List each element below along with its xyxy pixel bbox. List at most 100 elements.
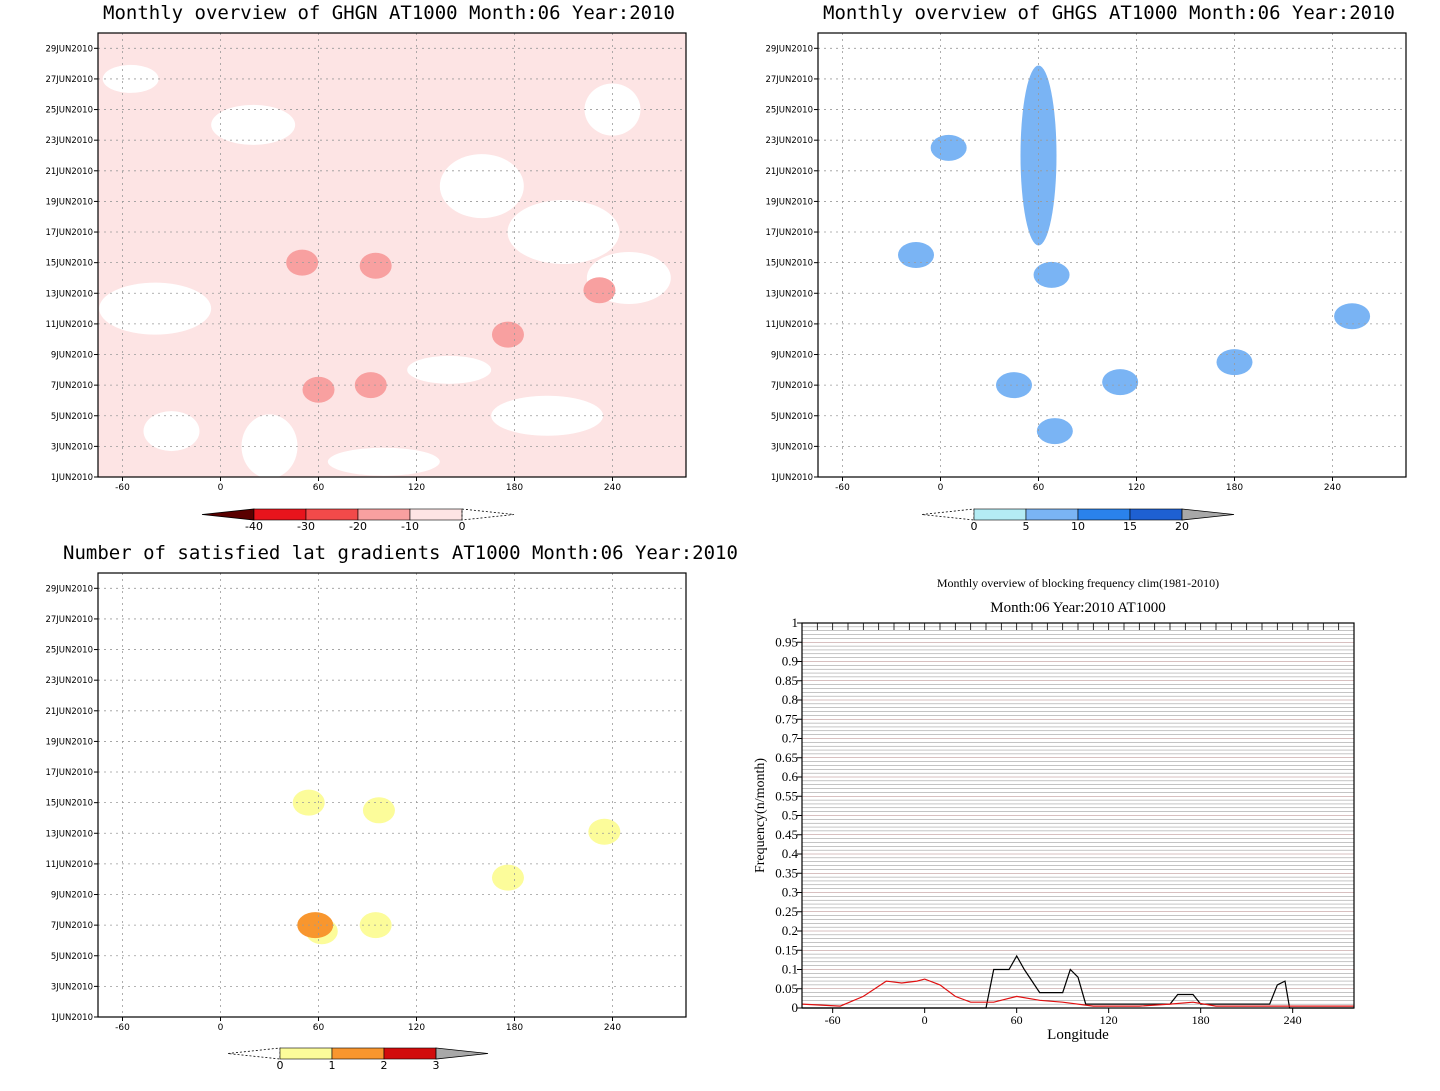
y-tick-label: 7JUN2010 [771, 381, 813, 391]
contour-feature [1216, 349, 1253, 376]
x-tick-label: 60 [313, 1023, 325, 1033]
x-tick-label: 120 [1128, 483, 1145, 493]
colorbar-swatch [279, 1047, 333, 1060]
y-tick-label: 0.3 [782, 885, 798, 900]
series-line [802, 954, 1354, 1009]
y-tick-label: 11JUN2010 [45, 320, 93, 330]
colorbar-label: 5 [1023, 520, 1030, 533]
unshaded-area [99, 282, 212, 335]
y-tick-label: 11JUN2010 [765, 320, 813, 330]
y-tick-label: 0.35 [775, 865, 798, 880]
y-tick-label: 0.6 [782, 769, 799, 784]
y-tick-label: 17JUN2010 [45, 228, 93, 238]
gradients-chart: 1JUN2010 3JUN2010 5JUN2010 7JUN2010 9JUN2010… [45, 572, 687, 1072]
y-tick-label: 0.1 [782, 962, 798, 977]
x-tick-label: 60 [1011, 1013, 1023, 1027]
x-tick-label: 240 [1324, 483, 1341, 493]
plot-frame [801, 622, 1355, 1009]
colorbar-label: 2 [381, 1059, 388, 1072]
y-tick-label: 9JUN2010 [771, 351, 813, 361]
x-tick-label: 60 [313, 483, 325, 493]
y-tick-label: 1 [792, 615, 799, 630]
x-tick-label: -60 [835, 483, 850, 493]
y-tick-label: 0.5 [782, 808, 798, 823]
colorbar-arrow-high [435, 1047, 489, 1060]
unshaded-area [241, 414, 298, 479]
colorbar-label: 10 [1071, 520, 1085, 533]
colorbar-swatch [331, 1047, 385, 1060]
y-tick-label: 15JUN2010 [765, 259, 813, 269]
colorbar-label: 20 [1175, 520, 1189, 533]
y-tick-label: 3JUN2010 [51, 982, 93, 992]
colorbar-arrow-low [227, 1047, 281, 1060]
y-tick-label: 1JUN2010 [771, 473, 813, 483]
colorbar-swatch [1077, 508, 1131, 521]
x-tick-label: -60 [825, 1013, 841, 1027]
y-tick-label: 17JUN2010 [765, 228, 813, 238]
unshaded-area [102, 64, 159, 93]
y-tick-label: 0.15 [775, 942, 798, 957]
gradients-title: Number of satisfied lat gradients AT1000… [63, 542, 738, 564]
colorbar-label: -20 [349, 520, 367, 533]
y-tick-label: 0.55 [775, 788, 798, 803]
contour-feature [354, 372, 387, 399]
y-tick-label: 0.45 [775, 827, 798, 842]
x-tick-label: -60 [115, 1023, 130, 1033]
colorbar-swatch [409, 508, 463, 521]
contour-feature [362, 797, 395, 824]
contour-feature [588, 818, 621, 845]
y-tick-label: 29JUN2010 [765, 44, 813, 54]
y-tick-label: 0.75 [775, 711, 798, 726]
x-tick-label: -60 [115, 483, 130, 493]
panel-ghgs: Monthly overview of GHGS AT1000 Month:06… [720, 0, 1440, 545]
x-tick-label: 0 [938, 483, 944, 493]
contour-feature [1020, 65, 1057, 246]
y-tick-label: 13JUN2010 [45, 289, 93, 299]
colorbar-swatch [253, 508, 307, 521]
contour-feature [1033, 261, 1070, 288]
x-tick-label: 240 [604, 1023, 621, 1033]
y-tick-label: 9JUN2010 [51, 351, 93, 361]
y-tick-label: 19JUN2010 [45, 737, 93, 747]
y-tick-label: 19JUN2010 [45, 197, 93, 207]
unshaded-area [584, 83, 641, 136]
colorbar-label: 1 [329, 1059, 336, 1072]
y-tick-label: 3JUN2010 [771, 442, 813, 452]
y-tick-label: 0.2 [782, 923, 798, 938]
y-tick-label: 23JUN2010 [765, 136, 813, 146]
contour-feature [302, 376, 335, 403]
unshaded-area [439, 154, 524, 219]
x-tick-label: 0 [218, 483, 224, 493]
blocking-title: Monthly overview of blocking frequency c… [937, 576, 1219, 590]
x-tick-label: 180 [1226, 483, 1243, 493]
colorbar-label: 15 [1123, 520, 1137, 533]
colorbar-arrow-low [201, 508, 255, 521]
y-tick-label: 0 [792, 1000, 799, 1015]
contour-feature [1102, 369, 1139, 396]
contour-feature [898, 242, 934, 268]
colorbar-arrow-low [921, 508, 975, 521]
y-tick-label: 23JUN2010 [45, 676, 93, 686]
ghgs-title: Monthly overview of GHGS AT1000 Month:06… [823, 2, 1395, 24]
colorbar-label: 0 [277, 1059, 284, 1072]
blocking-subtitle: Month:06 Year:2010 AT1000 [990, 600, 1165, 616]
y-tick-label: 7JUN2010 [51, 921, 93, 931]
y-tick-label: 25JUN2010 [45, 106, 93, 116]
colorbar-swatch [305, 508, 359, 521]
plot-frame [97, 32, 687, 478]
x-tick-label: 180 [1192, 1013, 1210, 1027]
x-tick-label: 0 [218, 1023, 224, 1033]
y-tick-label: 0.65 [775, 750, 798, 765]
colorbar-swatch [1129, 508, 1183, 521]
series-line [801, 978, 1354, 1007]
ghgn-title: Monthly overview of GHGN AT1000 Month:06… [103, 2, 675, 24]
y-tick-label: 15JUN2010 [45, 799, 93, 809]
x-tick-label: 240 [604, 483, 621, 493]
y-tick-label: 27JUN2010 [45, 75, 93, 85]
colorbar-label: 0 [459, 520, 466, 533]
x-tick-label: 0 [922, 1013, 928, 1027]
contour-feature [930, 134, 967, 161]
y-tick-label: 13JUN2010 [45, 829, 93, 839]
y-tick-label: 0.85 [775, 673, 798, 688]
colorbar-swatch [1025, 508, 1079, 521]
